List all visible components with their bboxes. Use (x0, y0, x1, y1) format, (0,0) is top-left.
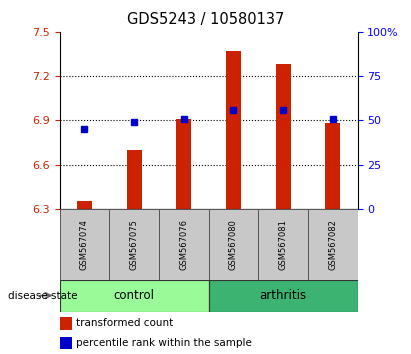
Text: GSM567076: GSM567076 (179, 219, 188, 270)
Bar (208, 209, 258, 280)
Text: GSM567074: GSM567074 (80, 219, 89, 270)
Bar (60, 337, 72, 349)
Bar (127, 150, 141, 209)
Text: transformed count: transformed count (76, 318, 173, 329)
Text: GSM567081: GSM567081 (279, 219, 288, 270)
Bar (60, 209, 109, 280)
Bar (176, 119, 191, 209)
Text: GSM567080: GSM567080 (229, 219, 238, 270)
Bar (109, 209, 159, 280)
Bar (276, 64, 291, 209)
Text: control: control (113, 289, 155, 302)
Bar (226, 51, 241, 209)
Bar (77, 201, 92, 209)
Bar (60, 280, 209, 312)
Bar (208, 280, 358, 312)
Text: disease state: disease state (8, 291, 78, 301)
Bar (159, 209, 208, 280)
Bar (325, 123, 340, 209)
Text: GDS5243 / 10580137: GDS5243 / 10580137 (127, 12, 284, 27)
Bar (308, 209, 358, 280)
Text: arthritis: arthritis (259, 289, 307, 302)
Bar (258, 209, 308, 280)
Text: GSM567075: GSM567075 (129, 219, 139, 270)
Text: percentile rank within the sample: percentile rank within the sample (76, 338, 252, 348)
Bar (60, 317, 72, 330)
Text: GSM567082: GSM567082 (328, 219, 337, 270)
